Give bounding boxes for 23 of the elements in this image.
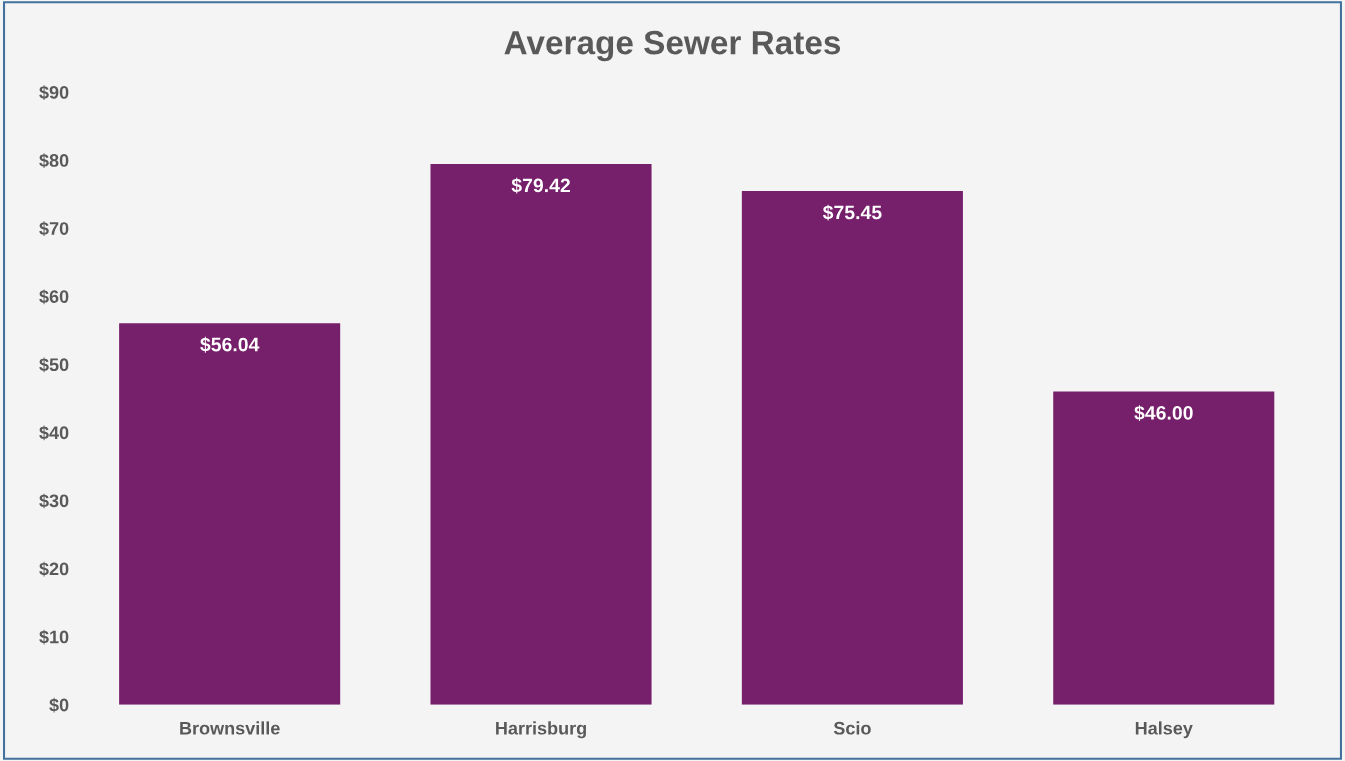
bar (119, 323, 341, 705)
x-tick-label: Halsey (1135, 721, 1193, 739)
y-tick-label: $60 (39, 289, 69, 305)
x-tick-label: Scio (833, 721, 871, 735)
bar (1053, 391, 1275, 705)
data-label: $56.04 (200, 336, 260, 353)
y-tick-label: $20 (39, 561, 69, 577)
bar (741, 191, 963, 705)
data-label: $79.42 (511, 177, 570, 194)
chart-title: Average Sewer Rates (504, 30, 841, 62)
y-tick-label: $70 (39, 221, 69, 237)
y-tick-label: $50 (39, 357, 69, 373)
y-tick-label: $90 (39, 85, 69, 100)
x-tick-label: Harrisburg (496, 721, 586, 739)
y-tick-label: $0 (49, 697, 69, 713)
y-tick-label: $40 (39, 425, 69, 441)
bar (430, 164, 652, 705)
data-label: $75.45 (822, 204, 882, 221)
y-tick-label: $30 (39, 493, 69, 509)
x-tick-label: Brownsville (180, 721, 280, 735)
y-tick-label: $80 (39, 153, 69, 169)
data-label: $46.00 (1134, 405, 1193, 421)
y-tick-label: $10 (39, 629, 69, 645)
